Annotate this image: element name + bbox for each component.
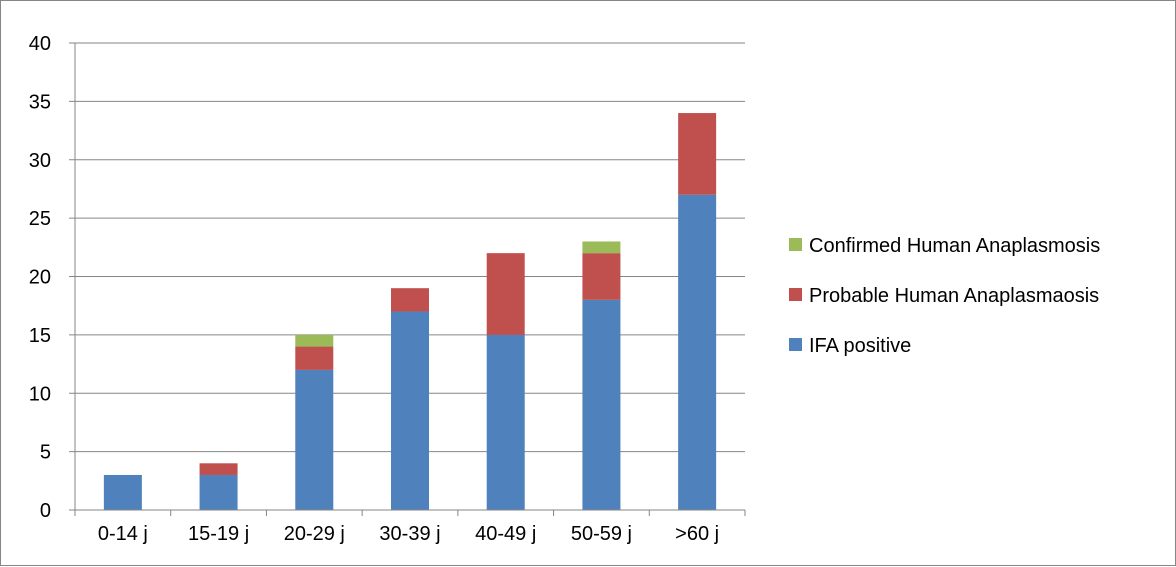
bar-segment bbox=[582, 241, 621, 254]
bar-segment bbox=[199, 463, 238, 475]
x-tick-label: 40-49 j bbox=[475, 523, 536, 545]
bar-segment bbox=[391, 288, 429, 312]
axes bbox=[69, 42, 746, 516]
x-tick-label: >60 j bbox=[675, 523, 719, 545]
legend: Confirmed Human Anaplasmosis Probable Hum… bbox=[789, 235, 1100, 357]
bar-segment bbox=[486, 253, 525, 335]
bar-segment bbox=[582, 299, 621, 510]
y-tick-label: 35 bbox=[29, 91, 51, 113]
y-tick-label: 5 bbox=[40, 442, 51, 464]
bars bbox=[103, 113, 717, 510]
y-tick-label: 30 bbox=[29, 150, 51, 172]
bar-segment bbox=[486, 334, 525, 510]
legend-swatch bbox=[789, 338, 802, 351]
bar-segment bbox=[582, 253, 621, 300]
bar-segment bbox=[678, 113, 717, 195]
y-tick-label: 15 bbox=[29, 325, 51, 347]
y-tick-label: 25 bbox=[29, 208, 51, 230]
bar-segment bbox=[295, 334, 334, 347]
legend-swatch bbox=[789, 238, 802, 251]
x-tick-labels: 0-14 j 15-19 j 20-29 j 30-39 j 40-49 j 50-59 … bbox=[98, 523, 719, 545]
legend-label: IFA positive bbox=[809, 335, 911, 357]
legend-label: Confirmed Human Anaplasmosis bbox=[809, 235, 1100, 257]
y-tick-label: 10 bbox=[29, 383, 51, 405]
bar-segment bbox=[678, 194, 717, 510]
x-tick-label: 20-29 j bbox=[284, 523, 345, 545]
y-tick-labels: 0 5 10 15 20 25 30 35 40 bbox=[29, 33, 51, 522]
legend-label: Probable Human Anaplasmaosis bbox=[809, 285, 1099, 307]
bar-segment bbox=[103, 474, 142, 510]
legend-swatch bbox=[789, 288, 802, 301]
bar-segment bbox=[199, 474, 238, 510]
bar-segment bbox=[295, 369, 334, 510]
y-tick-label: 40 bbox=[29, 33, 51, 55]
bar-segment bbox=[295, 346, 334, 370]
x-tick-label: 0-14 j bbox=[98, 523, 148, 545]
x-tick-label: 50-59 j bbox=[571, 523, 632, 545]
y-tick-label: 0 bbox=[40, 500, 51, 522]
x-tick-label: 30-39 j bbox=[379, 523, 440, 545]
y-tick-label: 20 bbox=[29, 267, 51, 289]
bar-segment bbox=[391, 311, 429, 510]
x-tick-label: 15-19 j bbox=[188, 523, 249, 545]
